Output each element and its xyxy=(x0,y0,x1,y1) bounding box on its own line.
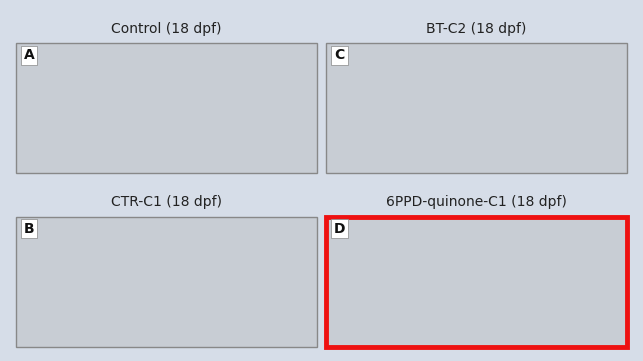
Polygon shape xyxy=(104,285,131,304)
Polygon shape xyxy=(446,66,507,92)
Text: Control (18 dpf): Control (18 dpf) xyxy=(111,22,222,36)
Ellipse shape xyxy=(430,285,475,311)
Text: C: C xyxy=(334,48,345,62)
Text: B: B xyxy=(24,222,35,235)
Circle shape xyxy=(378,91,386,99)
Polygon shape xyxy=(413,112,440,131)
Circle shape xyxy=(66,261,87,283)
Polygon shape xyxy=(431,248,597,313)
Circle shape xyxy=(68,265,75,273)
Polygon shape xyxy=(597,92,624,118)
Circle shape xyxy=(57,254,108,309)
Text: A: A xyxy=(24,48,35,62)
Text: D: D xyxy=(334,222,345,235)
Polygon shape xyxy=(136,239,197,265)
Text: BT-C2 (18 dpf): BT-C2 (18 dpf) xyxy=(426,22,527,36)
Polygon shape xyxy=(100,89,302,125)
Polygon shape xyxy=(104,112,131,131)
Circle shape xyxy=(57,81,108,136)
Polygon shape xyxy=(287,92,314,118)
Circle shape xyxy=(411,253,434,278)
Circle shape xyxy=(367,81,418,136)
Circle shape xyxy=(404,246,458,304)
Polygon shape xyxy=(287,265,314,291)
Circle shape xyxy=(68,91,75,99)
Polygon shape xyxy=(136,66,197,92)
Polygon shape xyxy=(410,89,612,125)
Polygon shape xyxy=(100,262,302,298)
Circle shape xyxy=(376,87,397,110)
Circle shape xyxy=(66,87,87,110)
Text: 6PPD-quinone-C1 (18 dpf): 6PPD-quinone-C1 (18 dpf) xyxy=(386,195,567,209)
Text: CTR-C1 (18 dpf): CTR-C1 (18 dpf) xyxy=(111,195,222,209)
